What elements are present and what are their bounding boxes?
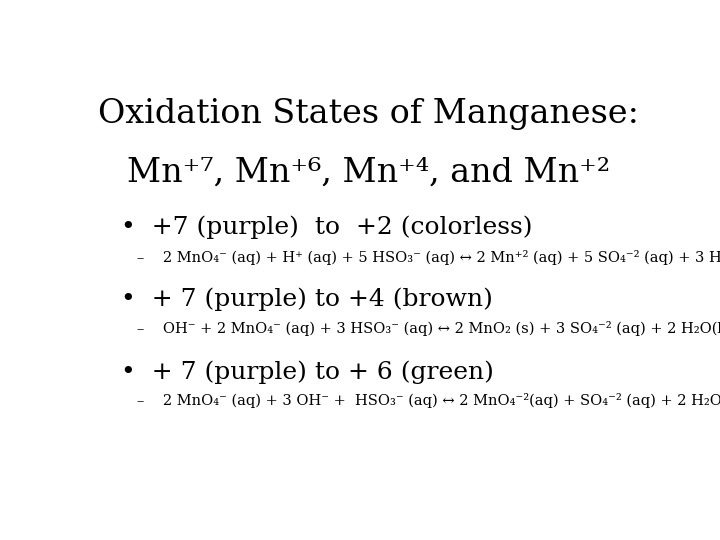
Text: •  + 7 (purple) to + 6 (green): • + 7 (purple) to + 6 (green) bbox=[121, 360, 494, 383]
Text: •  + 7 (purple) to +4 (brown): • + 7 (purple) to +4 (brown) bbox=[121, 287, 492, 311]
Text: –    2 MnO₄⁻ (aq) + 3 OH⁻ +  HSO₃⁻ (aq) ↔ 2 MnO₄⁻²(aq) + SO₄⁻² (aq) + 2 H₂O(l): – 2 MnO₄⁻ (aq) + 3 OH⁻ + HSO₃⁻ (aq) ↔ 2 … bbox=[138, 393, 720, 408]
Text: Oxidation States of Manganese:: Oxidation States of Manganese: bbox=[99, 98, 639, 130]
Text: Mn⁺⁷, Mn⁺⁶, Mn⁺⁴, and Mn⁺²: Mn⁺⁷, Mn⁺⁶, Mn⁺⁴, and Mn⁺² bbox=[127, 156, 611, 188]
Text: •  +7 (purple)  to  +2 (colorless): • +7 (purple) to +2 (colorless) bbox=[121, 215, 532, 239]
Text: –    2 MnO₄⁻ (aq) + H⁺ (aq) + 5 HSO₃⁻ (aq) ↔ 2 Mn⁺² (aq) + 5 SO₄⁻² (aq) + 3 H₂O(: – 2 MnO₄⁻ (aq) + H⁺ (aq) + 5 HSO₃⁻ (aq) … bbox=[138, 250, 720, 265]
Text: –    OH⁻ + 2 MnO₄⁻ (aq) + 3 HSO₃⁻ (aq) ↔ 2 MnO₂ (s) + 3 SO₄⁻² (aq) + 2 H₂O(l): – OH⁻ + 2 MnO₄⁻ (aq) + 3 HSO₃⁻ (aq) ↔ 2 … bbox=[138, 321, 720, 335]
